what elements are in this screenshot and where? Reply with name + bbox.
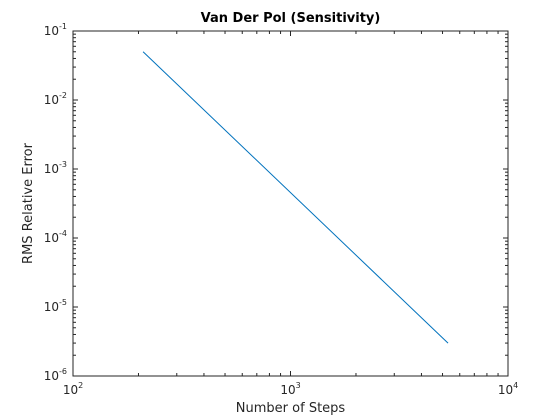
y-tick-label: 10-5: [44, 298, 67, 314]
y-tick-base: 10: [44, 231, 59, 245]
x-tick-base: 10: [63, 383, 78, 397]
x-tick-exponent: 2: [78, 381, 83, 390]
x-tick-base: 10: [498, 383, 513, 397]
series-group: [142, 51, 449, 344]
y-tick-label: 10-2: [44, 91, 67, 107]
y-tick-base: 10: [44, 369, 59, 383]
y-tick-label: 10-6: [44, 367, 67, 383]
y-tick-base: 10: [44, 93, 59, 107]
series-line-1: [142, 51, 449, 344]
x-tick-exponent: 3: [296, 381, 301, 390]
y-tick-exponent: -1: [59, 22, 67, 31]
x-axis-label: Number of Steps: [236, 401, 346, 416]
y-tick-exponent: -2: [59, 91, 67, 100]
x-tick-label: 103: [280, 381, 300, 397]
y-tick-exponent: -5: [59, 298, 67, 307]
plot-area: [72, 30, 509, 377]
y-tick-base: 10: [44, 24, 59, 38]
y-tick-label: 10-1: [44, 22, 67, 38]
y-tick-exponent: -6: [59, 367, 67, 376]
ticks-group: [72, 30, 509, 377]
y-tick-label: 10-4: [44, 229, 67, 245]
x-tick-exponent: 4: [513, 381, 518, 390]
y-axis-label: RMS Relative Error: [21, 142, 36, 264]
y-tick-base: 10: [44, 162, 59, 176]
y-tick-exponent: -4: [59, 229, 67, 238]
chart-title: Van Der Pol (Sensitivity): [201, 11, 381, 26]
x-tick-label: 102: [63, 381, 83, 397]
y-tick-base: 10: [44, 300, 59, 314]
y-tick-label: 10-3: [44, 160, 67, 176]
x-tick-label: 104: [498, 381, 518, 397]
y-tick-exponent: -3: [59, 160, 67, 169]
x-tick-base: 10: [280, 383, 295, 397]
